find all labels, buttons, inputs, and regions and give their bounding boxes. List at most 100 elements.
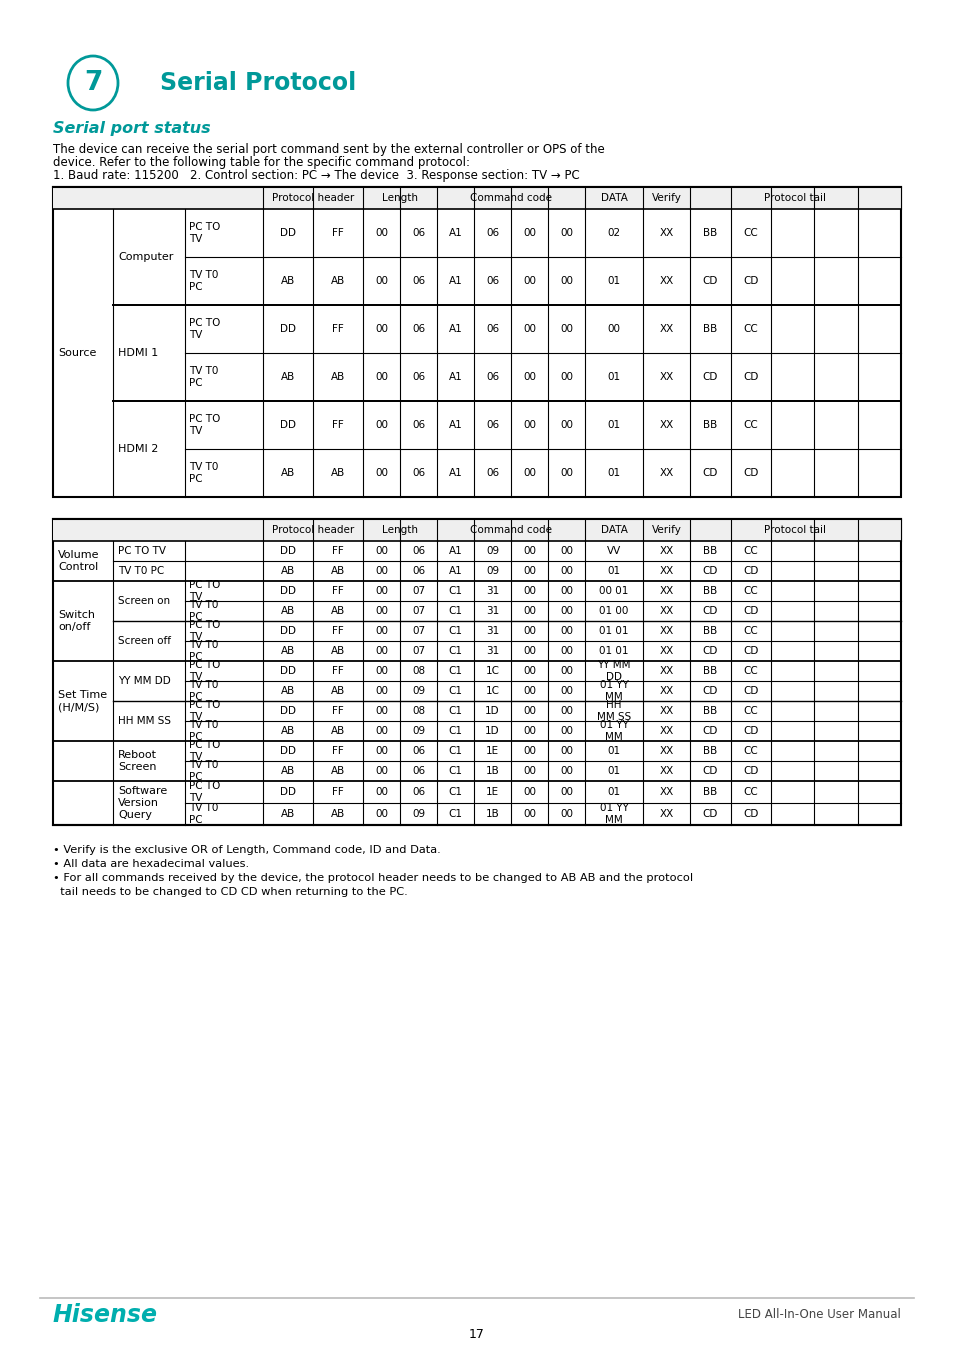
Text: XX: XX [659,727,673,736]
Text: 01: 01 [607,372,619,381]
Text: • All data are hexadecimal values.: • All data are hexadecimal values. [53,859,249,869]
Text: FF: FF [332,586,343,596]
Text: PC TO
TV: PC TO TV [189,318,220,340]
Text: 08: 08 [412,706,425,716]
Text: 00: 00 [522,745,536,756]
Text: 00: 00 [522,787,536,797]
Text: 00: 00 [375,566,388,576]
Text: FF: FF [332,666,343,675]
Text: 00: 00 [375,766,388,776]
Text: 31: 31 [485,586,498,596]
Text: 1. Baud rate: 115200   2. Control section: PC → The device  3. Response section:: 1. Baud rate: 115200 2. Control section:… [53,168,579,182]
Text: CD: CD [702,686,718,696]
Text: AB: AB [280,766,294,776]
Text: CD: CD [702,607,718,616]
Text: 00: 00 [559,228,573,239]
Text: Set Time
(H/M/S): Set Time (H/M/S) [58,690,107,712]
Text: XX: XX [659,706,673,716]
Text: 07: 07 [412,607,425,616]
Text: 00: 00 [375,727,388,736]
Text: 00: 00 [375,421,388,430]
Text: • Verify is the exclusive OR of Length, Command code, ID and Data.: • Verify is the exclusive OR of Length, … [53,845,440,855]
Text: CD: CD [742,276,758,286]
Text: FF: FF [332,706,343,716]
Text: HDMI 1: HDMI 1 [118,348,158,359]
Text: DATA: DATA [600,193,627,204]
Text: AB: AB [280,809,294,820]
Text: 00: 00 [559,745,573,756]
Text: HDMI 2: HDMI 2 [118,443,158,454]
Text: 00: 00 [559,686,573,696]
Text: C1: C1 [448,766,462,776]
Text: FF: FF [332,421,343,430]
Text: 00: 00 [559,706,573,716]
Text: 06: 06 [412,421,425,430]
Text: 01 YY
MM: 01 YY MM [598,720,628,743]
Text: CD: CD [702,276,718,286]
Text: AB: AB [280,468,294,479]
Text: 06: 06 [485,276,498,286]
Text: CD: CD [742,809,758,820]
Text: AB: AB [331,372,345,381]
Text: 00: 00 [559,566,573,576]
Text: CC: CC [742,586,758,596]
Text: A1: A1 [448,324,462,334]
Text: C1: C1 [448,727,462,736]
Text: Serial port status: Serial port status [53,121,211,136]
Bar [53,187,900,497]
Text: 00: 00 [375,686,388,696]
Text: AB: AB [331,727,345,736]
Text: 06: 06 [412,276,425,286]
Text: 06: 06 [412,546,425,555]
Text: 06: 06 [485,324,498,334]
Text: HH MM SS: HH MM SS [118,716,171,727]
Text: DD: DD [280,787,295,797]
Text: FF: FF [332,745,343,756]
Text: C1: C1 [448,586,462,596]
Text: 00: 00 [522,276,536,286]
Text: AB: AB [331,766,345,776]
Text: PC TO
TV: PC TO TV [189,222,220,244]
Text: PC TO
TV: PC TO TV [189,580,220,603]
Text: C1: C1 [448,745,462,756]
Text: 00: 00 [559,809,573,820]
Text: 01 01: 01 01 [598,646,628,656]
Text: AB: AB [331,276,345,286]
Text: PC TO
TV: PC TO TV [189,700,220,723]
Text: 1D: 1D [485,727,499,736]
Text: Command code: Command code [470,524,552,535]
Text: XX: XX [659,228,673,239]
Text: XX: XX [659,586,673,596]
Text: TV T0
PC: TV T0 PC [189,640,218,662]
Text: 1B: 1B [485,809,498,820]
Text: TV T0
PC: TV T0 PC [189,270,218,293]
Text: 00: 00 [375,276,388,286]
Text: 02: 02 [607,228,619,239]
Text: 00: 00 [559,324,573,334]
Text: AB: AB [331,468,345,479]
Text: AB: AB [331,646,345,656]
Text: • For all commands received by the device, the protocol header needs to be chang: • For all commands received by the devic… [53,874,693,883]
Text: CC: CC [742,787,758,797]
Text: 00: 00 [375,228,388,239]
Text: C1: C1 [448,787,462,797]
Text: CC: CC [742,666,758,675]
Text: 06: 06 [412,324,425,334]
Text: 00: 00 [375,625,388,636]
Text: 00: 00 [522,468,536,479]
Text: DD: DD [280,324,295,334]
Text: AB: AB [280,686,294,696]
Text: Hisense: Hisense [53,1304,158,1326]
Text: XX: XX [659,468,673,479]
Text: TV T0
PC: TV T0 PC [189,803,218,825]
Text: CD: CD [742,646,758,656]
Text: AB: AB [280,372,294,381]
Text: 09: 09 [485,546,498,555]
Text: PC TO
TV: PC TO TV [189,740,220,762]
Text: 01 00: 01 00 [598,607,628,616]
Text: YY MM DD: YY MM DD [118,675,171,686]
Text: CC: CC [742,625,758,636]
Text: DD: DD [280,421,295,430]
Text: 00: 00 [522,706,536,716]
Text: AB: AB [331,809,345,820]
